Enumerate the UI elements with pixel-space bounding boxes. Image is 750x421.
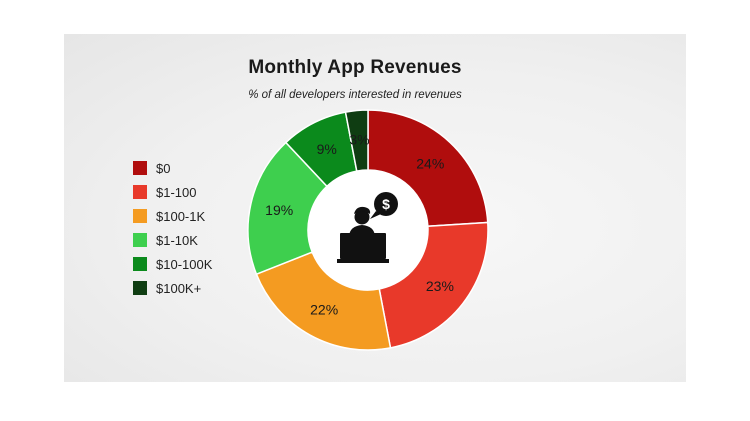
legend-label: $100K+ bbox=[156, 280, 202, 296]
donut-slice-labels: 24% 23% 22% 19% 9% 3% bbox=[265, 131, 454, 317]
chart-subtitle: % of all developers interested in revenu… bbox=[248, 89, 462, 101]
slice-label: 22% bbox=[310, 302, 338, 318]
legend-swatch bbox=[133, 257, 147, 271]
legend-swatch bbox=[133, 209, 147, 223]
slice-label: 23% bbox=[426, 278, 454, 294]
legend-label: $100-1K bbox=[156, 208, 206, 224]
legend-item: $1-10K bbox=[133, 232, 198, 248]
legend-item: $100-1K bbox=[133, 208, 205, 224]
legend-swatch bbox=[133, 281, 147, 295]
legend-label: $1-10K bbox=[156, 232, 198, 248]
slice-label: 19% bbox=[265, 202, 293, 218]
legend-item: $1-100 bbox=[133, 184, 196, 200]
legend-label: $10-100K bbox=[156, 256, 213, 272]
legend-label: $0 bbox=[156, 160, 171, 176]
legend-item: $10-100K bbox=[133, 256, 212, 272]
donut-slices bbox=[247, 109, 489, 351]
legend-item: $0 bbox=[133, 160, 170, 176]
legend-item: $100K+ bbox=[133, 280, 201, 296]
developer-with-dollar-speech-icon: $ bbox=[337, 192, 398, 263]
slice-label: 9% bbox=[317, 141, 337, 157]
chart-title: Monthly App Revenues bbox=[248, 57, 462, 78]
legend-swatch bbox=[133, 161, 147, 175]
slice-label: 24% bbox=[416, 156, 444, 172]
slice-label: 3% bbox=[349, 131, 369, 147]
legend-swatch bbox=[133, 185, 147, 199]
legend-swatch bbox=[133, 233, 147, 247]
legend-label: $1-100 bbox=[156, 184, 197, 200]
svg-text:$: $ bbox=[382, 196, 390, 212]
